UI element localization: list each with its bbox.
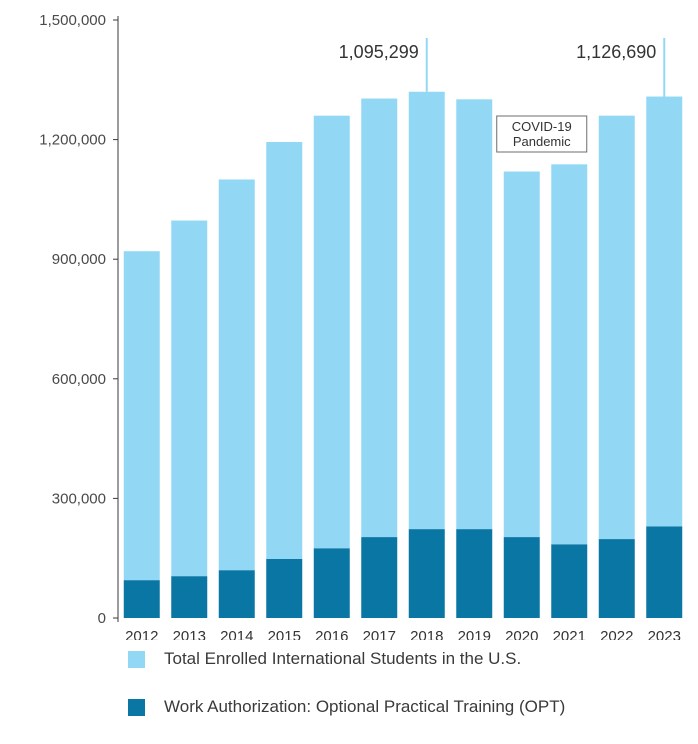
- bar-total-2015: [266, 141, 303, 559]
- legend-swatch-total: [128, 650, 145, 668]
- x-tick-label: 2020: [505, 628, 538, 640]
- legend-item-opt: Work Authorization: Optional Practical T…: [128, 694, 565, 720]
- bar-total-2019: [456, 99, 493, 530]
- x-tick-label: 2022: [600, 628, 633, 640]
- bar-opt-2023: [646, 526, 683, 618]
- y-axis: 0 300,000 600,000 900,000 1,200,000 1,500,000: [39, 12, 119, 627]
- x-tick-label: 2016: [315, 628, 348, 640]
- legend-item-total: Total Enrolled International Students in…: [128, 646, 565, 672]
- covid-event-label: Pandemic: [513, 134, 571, 149]
- bar-opt-2012: [123, 580, 160, 618]
- bar-opt-2018: [408, 529, 445, 618]
- bar-opt-2014: [218, 570, 255, 618]
- bar-total-2023: [646, 96, 683, 527]
- bar-total-2012: [123, 251, 160, 581]
- y-tick-label: 900,000: [52, 251, 106, 268]
- y-tick-label: 0: [98, 610, 106, 627]
- bar-opt-2022: [598, 539, 635, 618]
- bar-opt-2013: [171, 576, 208, 618]
- y-tick-label: 1,200,000: [39, 132, 106, 149]
- x-tick-label: 2019: [458, 628, 491, 640]
- y-tick-label: 600,000: [52, 371, 106, 388]
- legend-label-opt: Work Authorization: Optional Practical T…: [164, 697, 566, 716]
- bar-opt-2016: [313, 548, 350, 618]
- bar-total-2021: [551, 164, 588, 545]
- bar-total-2018: [408, 91, 445, 530]
- legend-label-total: Total Enrolled International Students in…: [164, 649, 522, 668]
- x-tick-label: 2015: [268, 628, 301, 640]
- x-tick-label: 2018: [410, 628, 443, 640]
- bar-total-2017: [361, 98, 398, 538]
- x-tick-label: 2023: [648, 628, 681, 640]
- x-tick-label: 2021: [553, 628, 586, 640]
- callout-label-2018: 1,095,299: [339, 42, 419, 62]
- bar-opt-2015: [266, 558, 303, 618]
- legend: Total Enrolled International Students in…: [128, 646, 565, 742]
- x-tick-label: 2017: [363, 628, 396, 640]
- covid-event-box: [496, 115, 588, 153]
- callout-label-2023: 1,126,690: [576, 42, 656, 62]
- x-axis: 2012 2013 2014 2015 2016 2017 2018 2019 2020 2021…: [125, 628, 681, 640]
- x-tick-label: 2013: [173, 628, 206, 640]
- legend-swatch-opt: [128, 698, 145, 716]
- bar-total-2016: [313, 115, 350, 549]
- bar-opt-2021: [551, 544, 588, 618]
- stacked-bar-chart: 0 300,000 600,000 900,000 1,200,000 1,500,000…: [39, 12, 683, 640]
- y-tick-label: 1,500,000: [39, 12, 106, 29]
- bar-total-2022: [598, 115, 635, 540]
- bar-total-2020: [503, 171, 540, 538]
- bar-opt-2020: [503, 537, 540, 618]
- bars: [123, 91, 683, 618]
- x-tick-label: 2014: [220, 628, 253, 640]
- x-tick-label: 2012: [125, 628, 158, 640]
- bar-total-2014: [218, 179, 255, 571]
- covid-event-label: COVID-19: [512, 119, 572, 134]
- bar-opt-2017: [361, 537, 398, 618]
- bar-total-2013: [171, 220, 208, 577]
- bar-opt-2019: [456, 529, 493, 618]
- y-tick-label: 300,000: [52, 490, 106, 507]
